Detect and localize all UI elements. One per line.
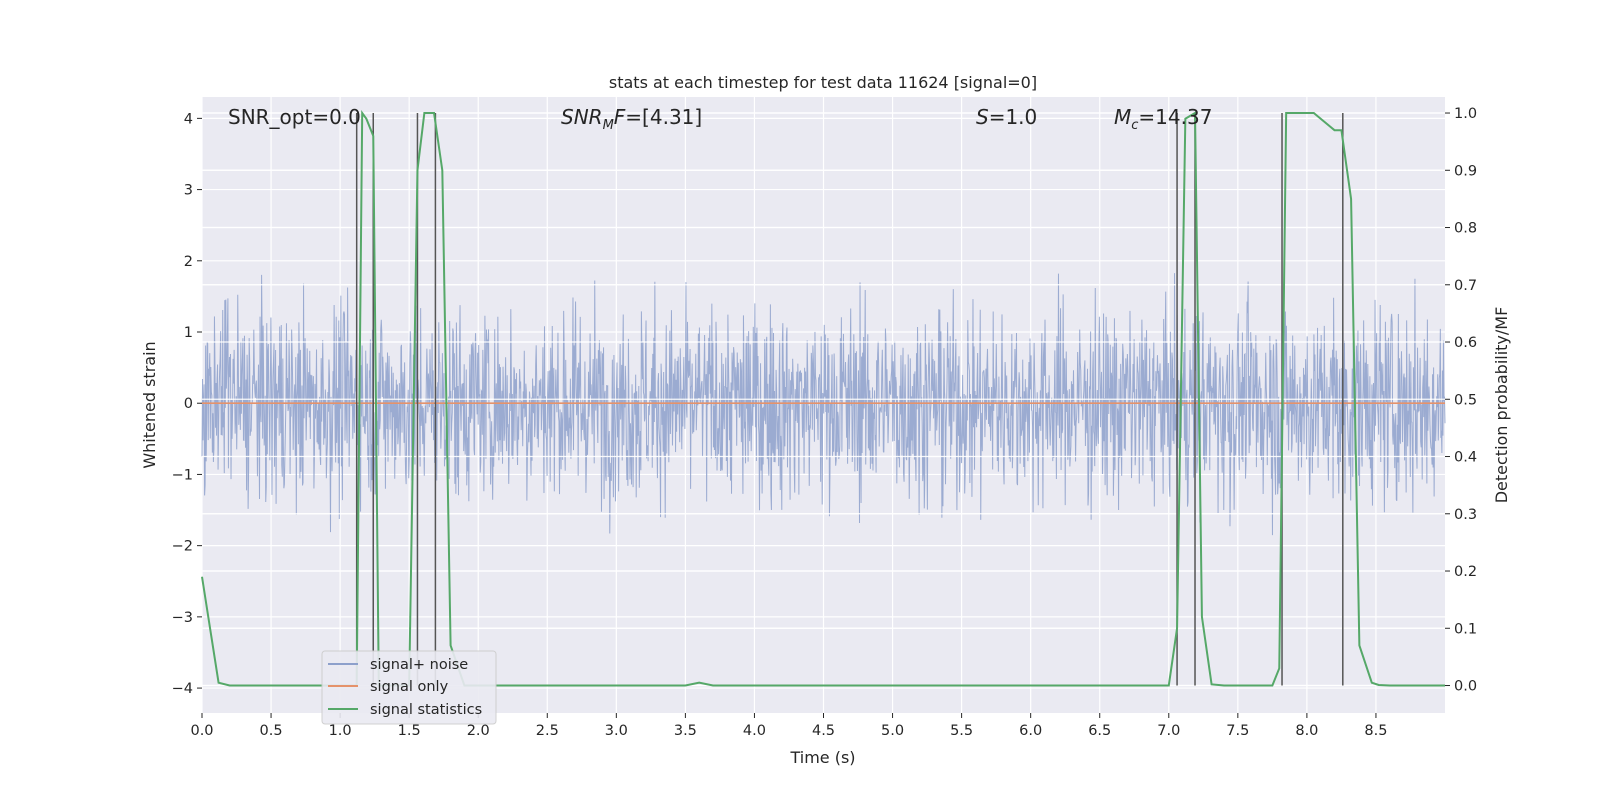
annotation-snr-opt: SNR_opt=0.0 [228,105,361,129]
y-tick-label-right: 0.1 [1454,621,1477,637]
x-tick-label: 1.0 [329,723,352,739]
x-tick-label: 2.0 [467,723,490,739]
y-tick-label-left: −4 [172,681,193,697]
x-tick-label: 0.5 [260,723,283,739]
x-tick-label: 7.5 [1226,723,1249,739]
y-axis-label-right: Detection probability/MF [1492,307,1511,504]
signal-statistics-line [201,109,1445,687]
y-tick-label-right: 0.8 [1454,221,1477,237]
x-tick-label: 4.0 [743,723,766,739]
y-tick-label-right: 0.5 [1454,392,1477,408]
y-tick-label-right: 1.0 [1454,106,1477,122]
x-tick-label: 7.0 [1157,723,1180,739]
y-tick-label-left: 1 [184,325,193,341]
y-tick-label-right: 0.6 [1454,335,1477,351]
ticks: 0.0 0.5 1.0 1.5 2.0 2.5 3.0 3.5 4.0 4.5 5.0 5.5 6.0 6… [172,106,1477,739]
y-tick-label-left: 2 [184,254,193,270]
x-tick-label: 8.0 [1295,723,1318,739]
y-tick-label-right: 0.7 [1454,278,1477,294]
signal-plus-noise-series [201,112,1446,687]
y-tick-label-right: 0.0 [1454,679,1477,695]
y-tick-label-right: 0.3 [1454,507,1477,523]
legend-label-signal: signal only [370,679,449,695]
y-tick-label-left: −2 [172,539,193,555]
y-tick-label-left: 0 [184,396,193,412]
x-tick-label: 6.5 [1088,723,1111,739]
y-tick-label-left: −1 [172,467,193,483]
y-tick-label-right: 0.9 [1454,163,1477,179]
legend: signal+ noise signal only signal statist… [321,650,497,725]
x-tick-label: 4.5 [812,723,835,739]
x-tick-label: 2.5 [536,723,559,739]
x-tick-label: 8.5 [1364,723,1387,739]
signal-statistics-series [201,109,1445,687]
annotation-snr-mf: SNRMF=[4.31] [561,105,702,133]
annotation-s: S=1.0 [976,105,1037,129]
x-tick-label: 5.0 [881,723,904,739]
legend-label-stat: signal statistics [370,702,482,718]
chart-title: stats at each timestep for test data 116… [609,73,1037,92]
x-tick-label: 6.0 [1019,723,1042,739]
legend-label-noise: signal+ noise [370,657,468,673]
y-axis-label-left: Whitened strain [140,341,159,468]
annotation-mc: Mc=14.37 [1114,105,1212,133]
y-tick-label-right: 0.2 [1454,564,1477,580]
x-tick-label: 3.0 [605,723,628,739]
x-tick-label: 1.5 [398,723,421,739]
x-tick-label: 5.5 [950,723,973,739]
x-tick-label: 0.0 [190,723,213,739]
noise-trace [201,273,1446,536]
x-axis-label: Time (s) [789,748,855,767]
y-tick-label-left: 3 [184,183,193,199]
y-tick-label-right: 0.4 [1454,450,1477,466]
y-tick-label-left: −3 [172,610,193,626]
x-tick-label: 3.5 [674,723,697,739]
legend-box [321,650,497,725]
y-tick-label-left: 4 [184,111,193,127]
